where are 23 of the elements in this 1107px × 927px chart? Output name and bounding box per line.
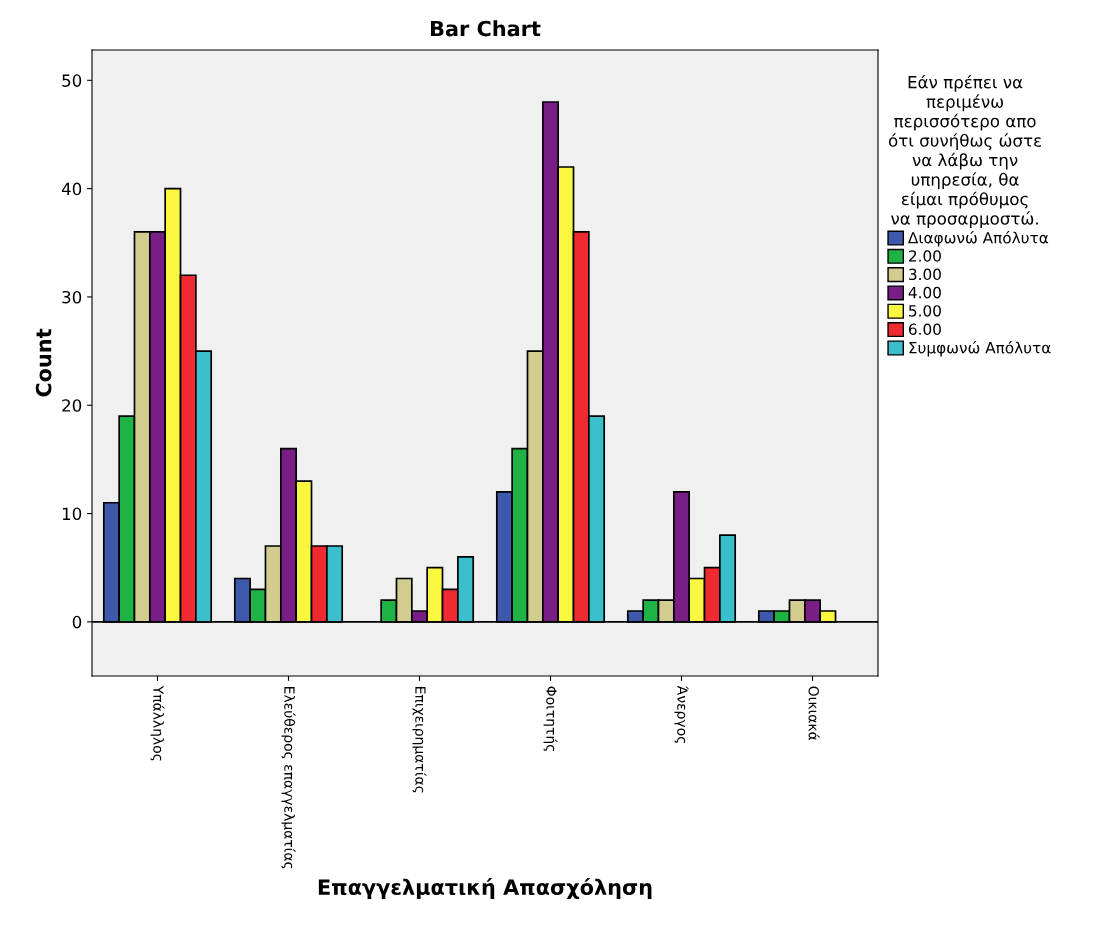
legend-title: Εάν πρέπει να περιμένω περισσότερο απο ότι συνήθως ώστε να λάβω την υπηρεσία, θα είμαι πρόθυμος να προσαρμοστώ.: [888, 74, 1041, 228]
y-axis-title: Count: [35, 328, 52, 397]
x-tick-label: Ελεύθερος επαγγελματίας: [281, 687, 296, 869]
y-tick-label: 10: [62, 507, 82, 521]
legend-label: Συμφωνώ Απόλυτα: [909, 341, 1051, 357]
legend-label: 3.00: [909, 268, 941, 281]
chart-title: Bar Chart: [430, 20, 541, 37]
y-tick-label: 30: [62, 290, 82, 304]
y-tick-label: 20: [62, 399, 82, 412]
x-axis-title: Επαγγελματική Απασχόληση: [318, 878, 652, 900]
legend-label: Διαφωνώ Απόλυτα: [908, 231, 1049, 247]
x-tick-label: Άνεργος: [674, 685, 689, 743]
legend-label: 5.00: [909, 305, 941, 317]
legend-label: 2.00: [909, 250, 941, 262]
x-tick-label: Επιχειρηματίας: [412, 687, 427, 793]
legend-label: 4.00: [908, 286, 941, 299]
y-tick-label: 40: [61, 182, 82, 196]
y-tick-label: 0: [72, 615, 82, 629]
y-tick-label: 50: [62, 74, 82, 87]
legend-label: 6.00: [908, 323, 941, 335]
x-tick-label: Οικιακά: [808, 686, 820, 741]
x-tick-label: Υπάλληλος: [150, 685, 165, 761]
x-tick-label: Φοιτητής: [543, 686, 558, 751]
